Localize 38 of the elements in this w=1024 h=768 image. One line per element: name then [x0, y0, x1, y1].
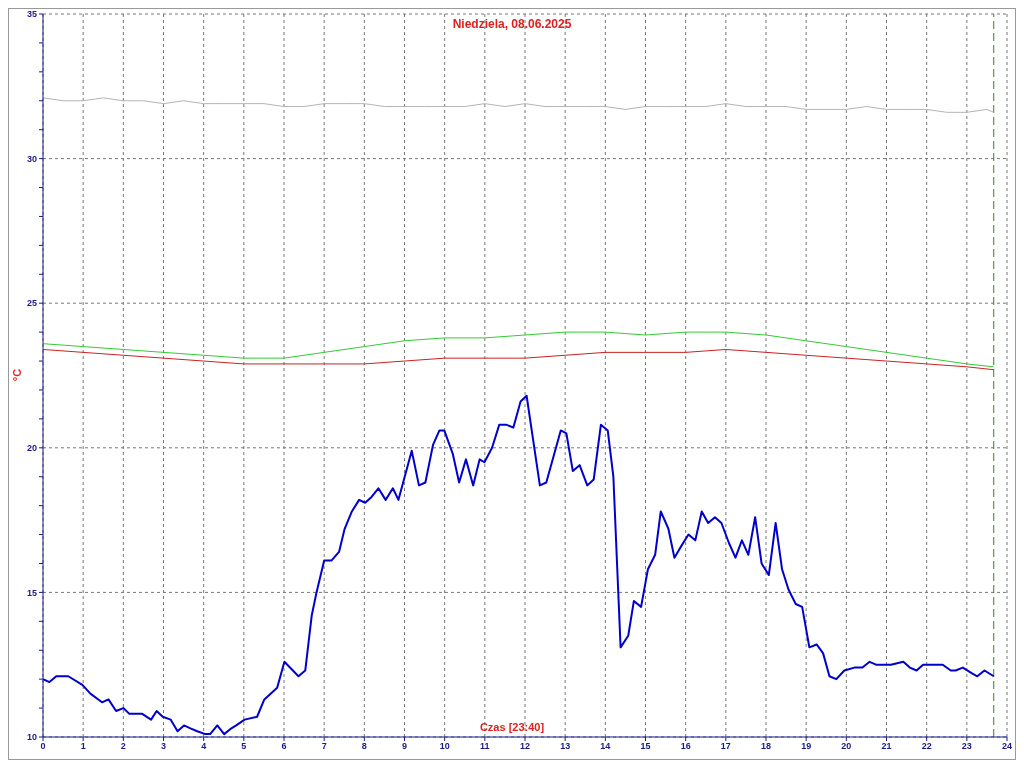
x-tick-label: 5 [241, 741, 247, 752]
line-series [43, 348, 995, 371]
x-tick-label: 2 [120, 741, 126, 752]
x-tick-label: 0 [40, 741, 46, 752]
x-tick-label: 18 [760, 741, 772, 752]
x-tick-label: 19 [801, 741, 812, 752]
x-tick-label: 12 [519, 741, 531, 752]
y-axis-title: °C [11, 368, 24, 382]
x-tick-label: 24 [1001, 741, 1013, 752]
line-series [43, 97, 995, 113]
x-axis-title: Czas [23:40] [478, 721, 546, 733]
chart-title: Niedziela, 08.06.2025 [452, 17, 572, 31]
x-tick-label: 7 [321, 741, 327, 752]
x-tick-label: 1 [80, 741, 86, 752]
x-tick-label: 3 [160, 741, 167, 752]
y-tick-label: 30 [26, 153, 37, 164]
x-tick-label: 20 [841, 741, 852, 752]
x-tick-label: 23 [961, 741, 972, 752]
x-tick-label: 17 [720, 741, 731, 752]
y-tick-label: 35 [26, 9, 37, 20]
x-tick-label: 22 [921, 741, 932, 752]
y-tick-label: 20 [26, 442, 37, 453]
x-tick-label: 14 [600, 741, 611, 752]
y-tick-label: 25 [26, 298, 37, 309]
y-tick-label: 15 [26, 587, 37, 598]
y-tick-label: 10 [26, 732, 37, 743]
line-series [43, 331, 995, 368]
x-tick-label: 6 [281, 741, 287, 752]
x-tick-label: 21 [881, 741, 892, 752]
x-tick-label: 11 [480, 741, 490, 752]
x-tick-label: 10 [439, 741, 450, 752]
line-series [43, 394, 995, 736]
x-tick-label: 15 [640, 741, 651, 752]
x-tick-label: 9 [401, 741, 408, 752]
x-tick-label: 8 [361, 741, 367, 752]
x-tick-label: 4 [201, 741, 207, 752]
x-tick-label: 13 [560, 741, 571, 752]
x-tick-label: 16 [680, 741, 691, 752]
